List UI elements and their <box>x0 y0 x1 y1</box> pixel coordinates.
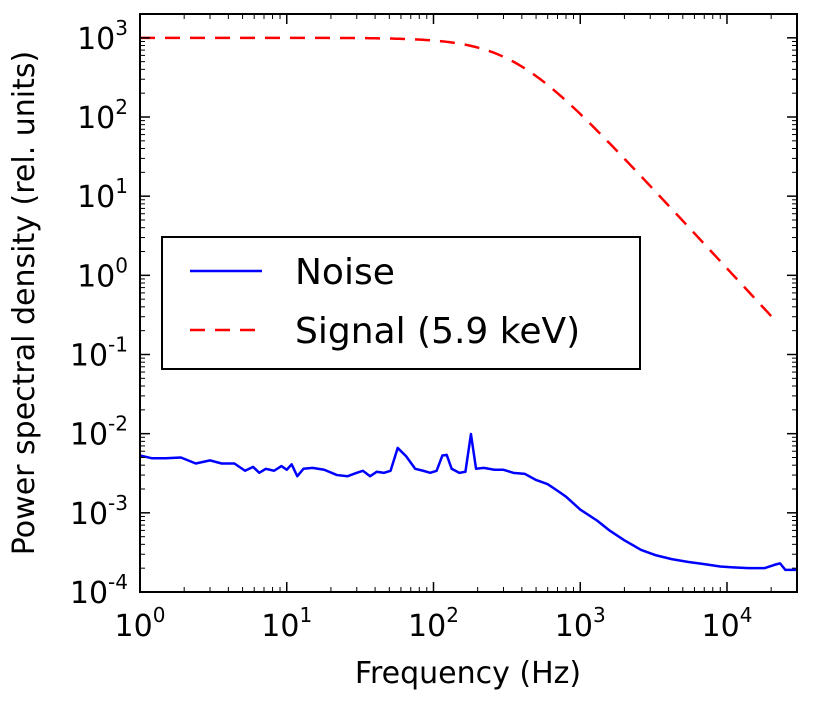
y-tick-label: 100 <box>77 253 128 294</box>
x-tick-label: 103 <box>555 603 606 644</box>
x-axis-title: Frequency (Hz) <box>355 656 581 691</box>
y-tick-label: 10-1 <box>70 332 128 373</box>
y-tick-label: 102 <box>77 95 128 136</box>
legend-noise-label: Noise <box>295 252 395 293</box>
plot-frame <box>139 13 798 593</box>
y-tick-label: 10-2 <box>70 412 128 453</box>
legend-box <box>161 236 641 370</box>
legend: Noise Signal (5.9 keV) <box>161 236 641 370</box>
legend-signal-label: Signal (5.9 keV) <box>295 311 580 352</box>
y-tick-label: 10-3 <box>70 491 128 532</box>
signal-series-line <box>140 36 776 321</box>
y-tick-label: 10-4 <box>70 570 128 611</box>
y-tick-label: 103 <box>77 16 128 57</box>
x-tick-label: 102 <box>408 603 459 644</box>
noise-series-line <box>140 432 797 572</box>
x-tick-label: 101 <box>261 603 312 644</box>
x-tick-label: 104 <box>702 603 753 644</box>
x-tick-label: 100 <box>115 603 166 644</box>
y-axis-title: Power spectral density (rel. units) <box>7 51 42 555</box>
y-tick-label: 101 <box>77 174 128 215</box>
